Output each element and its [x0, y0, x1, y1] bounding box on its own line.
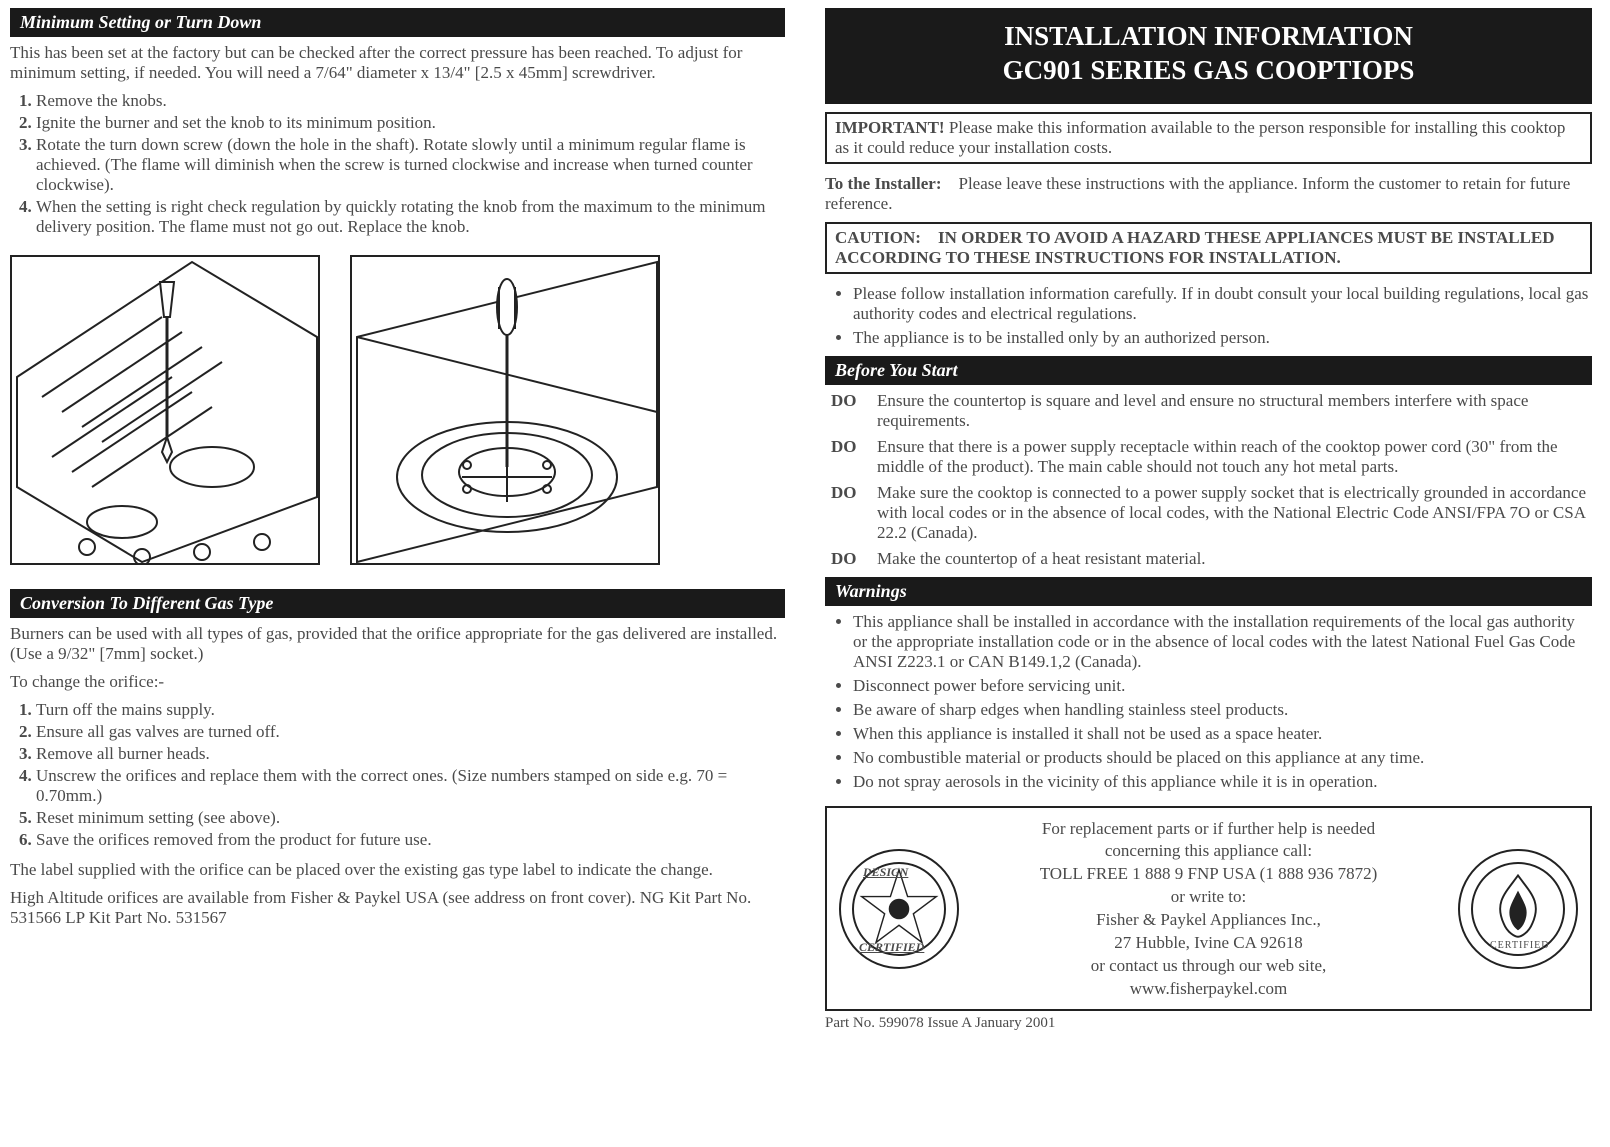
- list-item: Do not spray aerosols in the vicinity of…: [853, 772, 1592, 792]
- replace-line: www.fisherpaykel.com: [973, 978, 1444, 1001]
- change-orifice-label: To change the orifice:-: [10, 672, 785, 692]
- replace-line: or write to:: [973, 886, 1444, 909]
- badge-bottom-text: CERTIFIED: [1490, 940, 1550, 951]
- list-item: Rotate the turn down screw (down the hol…: [36, 135, 785, 195]
- badge-bottom-text: CERTIFIED: [859, 940, 924, 955]
- replace-line: For replacement parts or if further help…: [973, 818, 1444, 841]
- do-label: DO: [825, 549, 877, 569]
- list-item: Reset minimum setting (see above).: [36, 808, 785, 828]
- before-you-start-header: Before You Start: [825, 356, 1592, 385]
- list-item: Disconnect power before servicing unit.: [853, 676, 1592, 696]
- intro-bullets: Please follow installation information c…: [825, 284, 1592, 348]
- caution-label: CAUTION:: [835, 228, 921, 247]
- part-number: Part No. 599078 Issue A January 2001: [825, 1015, 1592, 1032]
- do-row: DO Make the countertop of a heat resista…: [825, 549, 1592, 569]
- min-setting-header: Minimum Setting or Turn Down: [10, 8, 785, 37]
- replace-line: TOLL FREE 1 888 9 FNP USA (1 888 936 787…: [973, 863, 1444, 886]
- list-item: Ensure all gas valves are turned off.: [36, 722, 785, 742]
- list-item: Please follow installation information c…: [853, 284, 1592, 324]
- min-setting-intro: This has been set at the factory but can…: [10, 43, 785, 83]
- title-line-2: GC901 SERIES GAS COOPTIOPS: [835, 54, 1582, 88]
- list-item: When the setting is right check regulati…: [36, 197, 785, 237]
- replace-line: or contact us through our web site,: [973, 955, 1444, 978]
- list-item: Be aware of sharp edges when handling st…: [853, 700, 1592, 720]
- list-item: When this appliance is installed it shal…: [853, 724, 1592, 744]
- list-item: The appliance is to be installed only by…: [853, 328, 1592, 348]
- altitude-note: High Altitude orifices are available fro…: [10, 888, 785, 928]
- replace-line: Fisher & Paykel Appliances Inc.,: [973, 909, 1444, 932]
- do-text: Make the countertop of a heat resistant …: [877, 549, 1592, 569]
- design-certified-badge: DESIGN CERTIFIED: [839, 849, 959, 969]
- right-column: INSTALLATION INFORMATION GC901 SERIES GA…: [805, 0, 1610, 1147]
- replacement-box: DESIGN CERTIFIED For replacement parts o…: [825, 806, 1592, 1012]
- do-text: Ensure that there is a power supply rece…: [877, 437, 1592, 477]
- installer-line: To the Installer: Please leave these ins…: [825, 174, 1592, 214]
- conversion-intro: Burners can be used with all types of ga…: [10, 624, 785, 664]
- do-label: DO: [825, 483, 877, 543]
- min-setting-steps: Remove the knobs. Ignite the burner and …: [10, 91, 785, 237]
- label-supplied-note: The label supplied with the orifice can …: [10, 860, 785, 880]
- replace-line: 27 Hubble, Ivine CA 92618: [973, 932, 1444, 955]
- burner-diagram: [350, 255, 660, 565]
- do-text: Make sure the cooktop is connected to a …: [877, 483, 1592, 543]
- warnings-header: Warnings: [825, 577, 1592, 606]
- cooktop-diagram: [10, 255, 320, 565]
- title-banner: INSTALLATION INFORMATION GC901 SERIES GA…: [825, 8, 1592, 104]
- badge-top-text: DESIGN: [863, 865, 908, 880]
- caution-text: IN ORDER TO AVOID A HAZARD THESE APPLIAN…: [835, 228, 1555, 267]
- list-item: Ignite the burner and set the knob to it…: [36, 113, 785, 133]
- diagrams-row: [10, 255, 785, 565]
- do-row: DO Ensure the countertop is square and l…: [825, 391, 1592, 431]
- list-item: Turn off the mains supply.: [36, 700, 785, 720]
- do-row: DO Ensure that there is a power supply r…: [825, 437, 1592, 477]
- list-item: Save the orifices removed from the produ…: [36, 830, 785, 850]
- list-item: Unscrew the orifices and replace them wi…: [36, 766, 785, 806]
- flame-certified-badge: CERTIFIED: [1458, 849, 1578, 969]
- important-label: IMPORTANT!: [835, 118, 945, 137]
- list-item: Remove all burner heads.: [36, 744, 785, 764]
- do-label: DO: [825, 437, 877, 477]
- left-column: Minimum Setting or Turn Down This has be…: [0, 0, 805, 1147]
- replacement-text: For replacement parts or if further help…: [973, 818, 1444, 1002]
- do-label: DO: [825, 391, 877, 431]
- list-item: This appliance shall be installed in acc…: [853, 612, 1592, 672]
- title-line-1: INSTALLATION INFORMATION: [835, 20, 1582, 54]
- installer-label: To the Installer:: [825, 174, 942, 193]
- do-text: Ensure the countertop is square and leve…: [877, 391, 1592, 431]
- do-list: DO Ensure the countertop is square and l…: [825, 391, 1592, 569]
- conversion-steps: Turn off the mains supply. Ensure all ga…: [10, 700, 785, 850]
- caution-box: CAUTION: IN ORDER TO AVOID A HAZARD THES…: [825, 222, 1592, 274]
- warning-bullets: This appliance shall be installed in acc…: [825, 612, 1592, 792]
- list-item: Remove the knobs.: [36, 91, 785, 111]
- important-text: Please make this information available t…: [835, 118, 1565, 157]
- list-item: No combustible material or products shou…: [853, 748, 1592, 768]
- important-box: IMPORTANT! Please make this information …: [825, 112, 1592, 164]
- replace-line: concerning this appliance call:: [973, 840, 1444, 863]
- conversion-header: Conversion To Different Gas Type: [10, 589, 785, 618]
- do-row: DO Make sure the cooktop is connected to…: [825, 483, 1592, 543]
